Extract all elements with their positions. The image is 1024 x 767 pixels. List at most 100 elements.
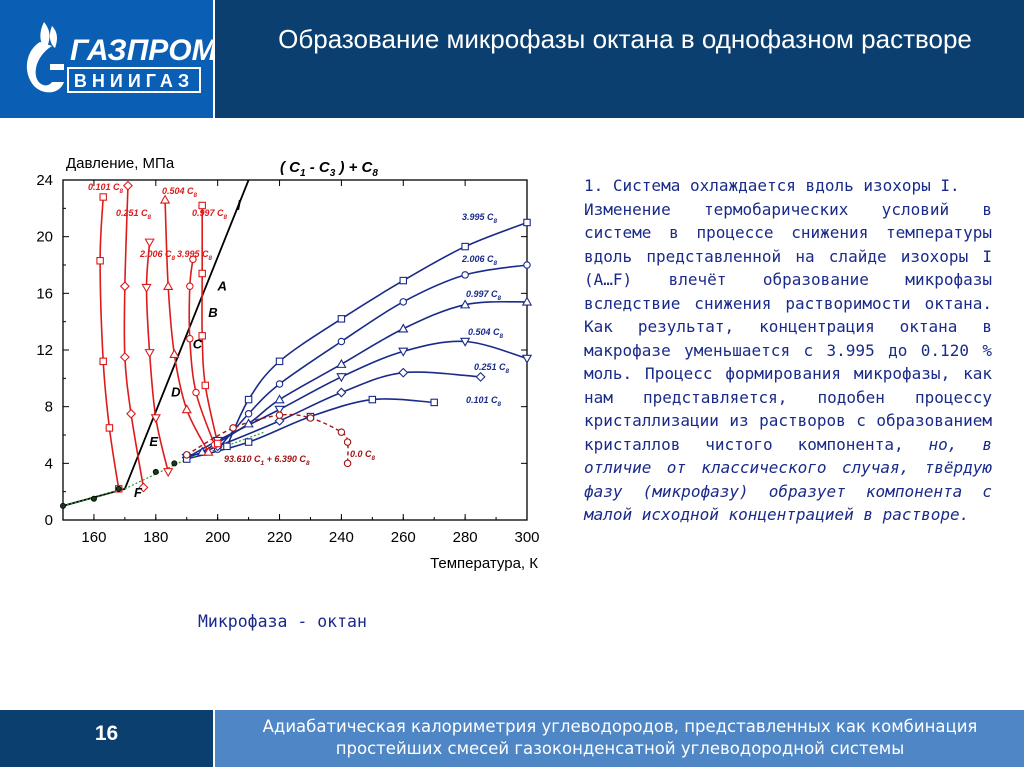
blue-series-point (244, 438, 253, 446)
red-series-point (144, 349, 155, 359)
y-tick-label: 20 (36, 229, 53, 246)
red-series-point (150, 414, 161, 424)
x-tick-label: 240 (329, 529, 354, 546)
body-text: 1. Система охлаждается вдоль изохоры I. … (584, 174, 992, 527)
y-tick-label: 24 (36, 172, 53, 189)
red-series-point (192, 388, 200, 397)
red-series-point (186, 334, 194, 343)
y-axis-label: Давление, МПа (66, 155, 175, 172)
header-bar (215, 0, 1024, 118)
series-label: 0.504 C8 (468, 327, 504, 340)
blue-series-point (521, 296, 533, 306)
red-series-point (198, 269, 206, 278)
red-series-point (213, 439, 222, 448)
logo-text-2: ВНИИГАЗ (74, 71, 194, 91)
red-series-line (123, 185, 145, 488)
blue-series-point (274, 405, 285, 415)
state-point-label: B (208, 305, 217, 320)
state-point-label: E (149, 434, 158, 449)
phase-boundary-point (343, 459, 352, 468)
blue-series-point (459, 337, 471, 347)
red-series-point (96, 256, 104, 265)
series-label: 0.101 C8 (466, 395, 502, 408)
phase-boundary-point (275, 411, 284, 419)
blue-series-point (475, 371, 486, 382)
blue-series-point (399, 298, 408, 306)
x-tick-label: 260 (391, 529, 416, 546)
paragraph-2-main: Изменение термобарических условий в сист… (584, 199, 992, 454)
y-tick-label: 12 (36, 342, 53, 359)
chart-caption: Микрофаза - октан (198, 612, 367, 631)
x-axis-label: Температура, К (430, 555, 538, 572)
blue-series-point (399, 276, 408, 285)
phase-boundary-point (343, 438, 352, 446)
blue-series-point (398, 323, 409, 333)
series-label: 0.251 C8 (474, 362, 510, 375)
paragraph-2: Изменение термобарических условий в сист… (584, 198, 992, 527)
blue-series-point (398, 367, 409, 378)
isochore-line (62, 179, 250, 507)
paragraph-2-italic: но, в отличие от классического случая, т… (584, 434, 992, 525)
phase-boundary-point (337, 428, 346, 436)
gazprom-flame-icon: ГАЗПРОМ ВНИИГАЗ (26, 22, 218, 93)
red-series-point (144, 238, 155, 248)
y-tick-label: 16 (36, 285, 53, 302)
red-series-point (201, 381, 210, 390)
blue-series-point (336, 358, 347, 368)
blue-series-line (186, 371, 481, 459)
low-point (171, 460, 178, 467)
series-label: 3.995 C8 (462, 212, 498, 225)
series-label: 0.997 C8 (192, 208, 228, 221)
red-series-point (99, 193, 107, 201)
blue-series-point (368, 395, 377, 404)
series-label: 3.995 C8 (177, 249, 213, 262)
red-series-point (99, 357, 107, 366)
blue-series-point (244, 409, 253, 418)
header: ГАЗПРОМ ВНИИГАЗ Образование микрофазы ок… (0, 0, 1024, 118)
red-series-point (119, 281, 130, 292)
blue-series-point (521, 354, 533, 364)
x-tick-label: 280 (453, 529, 478, 546)
blue-series-point (223, 442, 231, 451)
red-series-point (119, 352, 130, 363)
red-series-point (138, 482, 149, 493)
red-series-point (181, 404, 192, 414)
low-point (152, 468, 159, 475)
red-series-point (186, 282, 194, 290)
phase-boundary-label: 93.610 C1 + 6.390 C8 (224, 454, 310, 467)
x-tick-label: 180 (143, 529, 168, 546)
blue-series-point (274, 394, 285, 404)
isochore-label: I (237, 197, 242, 214)
blue-series-point (337, 315, 346, 323)
pressure-temperature-chart: 160 180 200 220 240 260 280 300 0 4 8 12 16 20 24 I 3.9… (36, 155, 539, 572)
red-series-point (203, 446, 214, 456)
blue-series-point (430, 398, 438, 407)
slide-title: Образование микрофазы октана в однофазно… (278, 24, 972, 54)
red-series-point (163, 468, 174, 478)
x-tick-label: 160 (81, 529, 106, 546)
series-label: 2.006 C8 (139, 249, 176, 262)
blue-series-point (523, 218, 531, 227)
blue-series-point (337, 337, 346, 346)
series-label: 0.997 C8 (466, 289, 502, 302)
footer-text: Адиабатическая калориметрия углеводородо… (262, 717, 978, 758)
footer-right (215, 710, 1024, 767)
blue-series-point (398, 347, 409, 357)
phase-boundary-point (229, 424, 237, 432)
y-tick-label: 0 (45, 512, 53, 529)
blue-series-point (459, 299, 471, 309)
footer-left (0, 710, 213, 767)
page-number: 16 (94, 722, 119, 745)
red-series-point (126, 408, 137, 419)
red-series-point (198, 201, 206, 210)
red-series-point (122, 180, 133, 191)
blue-series-point (274, 415, 285, 426)
series-label: 0.504 C8 (162, 186, 198, 199)
state-point-label: A (216, 278, 226, 293)
paragraph-1: 1. Система охлаждается вдоль изохоры I. (584, 176, 960, 195)
equilibrium-dotted-line (62, 431, 265, 507)
blue-series-point (197, 446, 208, 456)
blue-series-point (336, 373, 347, 383)
x-tick-label: 200 (205, 529, 230, 546)
red-series-point (105, 424, 114, 432)
